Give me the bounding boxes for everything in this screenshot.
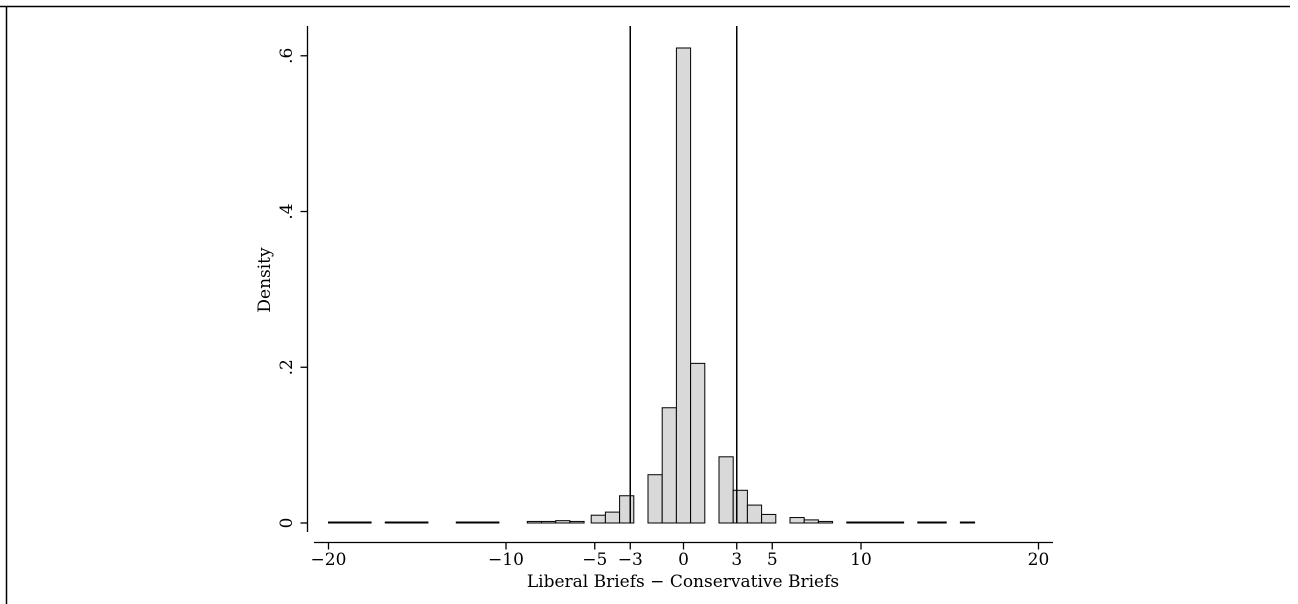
histogram-bar-22 [746,504,763,524]
histogram-bars [328,47,976,524]
histogram-bar-27 [846,521,862,524]
plot-area: −20 −10 −5 −3 0 3 5 10 20 Liberal Briefs − Conse… [255,26,1053,592]
histogram-bar-24 [789,517,805,524]
histogram-bar-32 [931,521,947,524]
histogram-bar-2 [356,521,372,524]
histogram-bar-31 [917,521,933,524]
x-tick-label-7: 10 [850,550,872,570]
histogram-bar-28 [860,521,876,524]
x-tick-label-2: −5 [582,550,607,570]
x-tick-label-1: −10 [488,550,524,570]
x-ticks: −20 −10 −5 −3 0 3 5 10 20 [311,542,1050,570]
x-axis: −20 −10 −5 −3 0 3 5 10 20 Liberal Briefs − Conse… [311,541,1053,592]
histogram-bar-11 [555,520,571,524]
histogram-bar-21 [732,489,748,524]
histogram-bar-15 [619,495,635,524]
histogram-bar-14 [604,511,621,524]
histogram-bar-4 [399,521,415,524]
x-tick-label-5: 3 [731,550,742,570]
histogram-bar-25 [803,519,819,524]
histogram-bar-17 [661,407,677,524]
x-tick-label-6: 5 [767,550,778,570]
y-ticks: 0 .2 .4 .6 [277,48,308,529]
histogram-bar-19 [690,362,706,524]
histogram-bar-7 [470,521,486,524]
x-tick-label-8: 20 [1028,550,1050,570]
y-tick-label-3: .6 [277,48,297,64]
y-tick-label-2: .4 [277,203,297,219]
histogram-bar-10 [541,520,557,524]
histogram-bar-33 [959,521,976,524]
histogram-bar-8 [484,521,500,524]
y-tick-label-0: 0 [277,518,297,529]
y-tick-label-1: .2 [277,359,297,375]
histogram-bar-13 [590,514,606,524]
histogram-bar-0 [328,521,344,524]
histogram-bar-18 [675,47,692,524]
histogram-bar-3 [384,521,400,524]
reference-lines [629,26,738,523]
histogram-bar-9 [526,520,542,524]
x-axis-title: Liberal Briefs − Conservative Briefs [527,572,839,592]
y-axis: 0 .2 .4 .6 Density [255,26,309,532]
histogram-bar-16 [647,474,663,524]
x-tick-label-4: 0 [678,550,689,570]
x-tick-label-3: −3 [618,550,643,570]
histogram-bar-26 [817,520,834,524]
y-axis-title: Density [255,247,275,313]
histogram-bar-12 [569,520,585,524]
histogram-bar-1 [342,521,358,524]
histogram-bar-23 [761,513,777,524]
histogram-bar-6 [455,521,471,524]
histogram-bar-5 [413,521,429,524]
histogram-bar-30 [888,521,905,524]
histogram-bar-20 [718,456,734,524]
x-tick-label-0: −20 [311,550,347,570]
histogram-bar-29 [874,521,890,524]
